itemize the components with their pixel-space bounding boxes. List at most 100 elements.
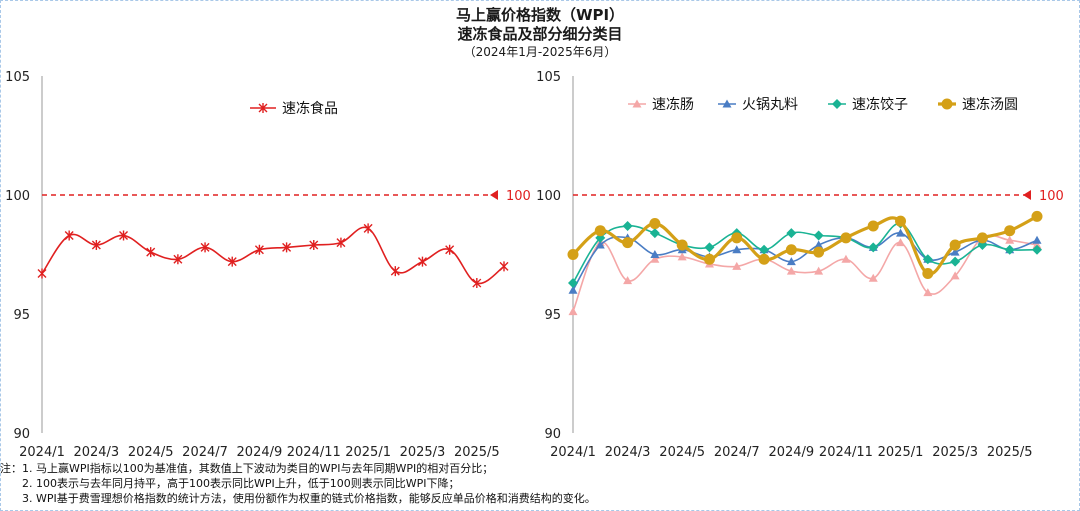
series-line — [41, 226, 505, 285]
x-tick-label: 2024/3 — [605, 445, 651, 460]
data-point — [254, 244, 264, 255]
legend-label: 速冻饺子 — [852, 96, 908, 113]
x-tick-label: 2025/3 — [400, 445, 446, 460]
x-tick-label: 2025/3 — [932, 445, 978, 460]
x-tick-label: 2024/5 — [128, 445, 174, 460]
data-point — [595, 240, 605, 249]
data-point — [200, 242, 210, 253]
data-point — [676, 239, 688, 251]
data-point — [813, 230, 824, 241]
x-tick-label: 2024/5 — [659, 445, 705, 460]
data-point — [417, 256, 427, 267]
data-point — [814, 240, 824, 249]
footnote-2: 2. 100表示与去年同月持平，高于100表示同比WPI上升，低于100则表示同… — [22, 477, 460, 490]
data-point — [594, 225, 606, 237]
data-point — [896, 238, 906, 247]
data-point — [91, 239, 101, 250]
data-point — [922, 254, 933, 265]
legend-label: 速冻汤圆 — [962, 96, 1018, 113]
data-point — [868, 273, 878, 282]
x-tick-label: 2024/9 — [237, 445, 283, 460]
legend-marker — [941, 98, 953, 110]
x-tick-label: 2025/1 — [878, 445, 924, 460]
data-point — [786, 228, 797, 239]
y-tick-label: 95 — [544, 308, 561, 323]
data-point — [785, 244, 797, 256]
x-tick-label: 2024/11 — [819, 445, 873, 460]
data-point — [390, 266, 400, 277]
y-tick-label: 105 — [536, 70, 561, 85]
data-point — [309, 239, 319, 250]
chart-title: 马上赢价格指数（WPI） — [455, 6, 625, 24]
reference-arrow-icon — [1023, 190, 1031, 200]
y-tick-label: 90 — [13, 427, 30, 442]
legend-label: 速冻食品 — [282, 100, 338, 117]
chart-date-range: （2024年1月-2025年6月） — [463, 45, 617, 59]
legend-marker — [832, 99, 842, 109]
data-point — [650, 250, 660, 258]
data-point — [568, 307, 578, 316]
data-point — [173, 254, 183, 265]
data-point — [731, 232, 743, 244]
data-point — [1004, 225, 1016, 237]
data-point — [923, 288, 933, 297]
data-point — [677, 252, 687, 261]
data-point — [950, 247, 960, 256]
chart-panel-2: 90 95 100 105 2024/1 2024/3 2024/5 2024/7 2024/9… — [536, 70, 1064, 460]
data-point — [1031, 210, 1043, 222]
data-point — [622, 220, 633, 231]
reference-line-label: 100 — [1039, 189, 1064, 204]
data-point — [1004, 244, 1015, 255]
data-point — [786, 266, 796, 275]
chart-canvas: 90 95 100 105 2024/1 2024/3 2024/5 2024/7 2024/9… — [5, 70, 1064, 460]
data-point — [282, 242, 292, 253]
series-1 — [568, 233, 1042, 316]
data-point — [703, 253, 715, 265]
data-point — [336, 237, 346, 248]
data-point — [732, 261, 742, 270]
data-point — [1005, 235, 1015, 244]
data-point — [37, 268, 47, 279]
data-point — [499, 261, 509, 272]
data-point — [786, 257, 796, 266]
data-point — [146, 247, 156, 258]
x-tick-label: 2025/5 — [454, 445, 500, 460]
data-point — [732, 245, 742, 254]
data-point — [445, 244, 455, 255]
series-line — [572, 232, 1038, 291]
y-tick-label: 95 — [13, 308, 30, 323]
data-point — [1032, 244, 1042, 255]
data-point — [622, 237, 634, 249]
series-1 — [37, 223, 509, 289]
reference-line-label: 100 — [506, 189, 531, 204]
data-point — [758, 253, 770, 265]
data-point — [64, 230, 74, 241]
data-point — [868, 242, 879, 253]
data-point — [976, 232, 988, 244]
data-point — [759, 244, 770, 255]
footnotes: 注：1. 马上赢WPI指标以100为基准值，其数值上下波动为类目的WPI与去年同… — [0, 461, 1080, 506]
data-point — [472, 278, 482, 289]
data-point — [950, 271, 960, 280]
legend-label: 速冻肠 — [652, 96, 694, 113]
data-point — [814, 266, 824, 275]
y-tick-label: 100 — [536, 189, 561, 204]
data-point — [922, 268, 934, 280]
data-point — [704, 242, 715, 253]
reference-arrow-icon — [490, 190, 498, 200]
footnote-1: 注：1. 马上赢WPI指标以100为基准值，其数值上下波动为类目的WPI与去年同… — [0, 462, 494, 475]
x-tick-label: 2024/1 — [19, 445, 65, 460]
data-point — [840, 232, 852, 244]
data-point — [841, 254, 851, 263]
x-tick-label: 2024/3 — [73, 445, 119, 460]
x-tick-label: 2024/7 — [714, 445, 760, 460]
data-point — [896, 228, 906, 237]
data-point — [867, 220, 879, 232]
data-point — [227, 256, 237, 267]
data-point — [1032, 240, 1042, 249]
data-point — [649, 218, 661, 230]
data-point — [623, 276, 633, 285]
data-point — [895, 215, 907, 227]
data-point — [1032, 235, 1042, 244]
data-point — [363, 223, 373, 234]
